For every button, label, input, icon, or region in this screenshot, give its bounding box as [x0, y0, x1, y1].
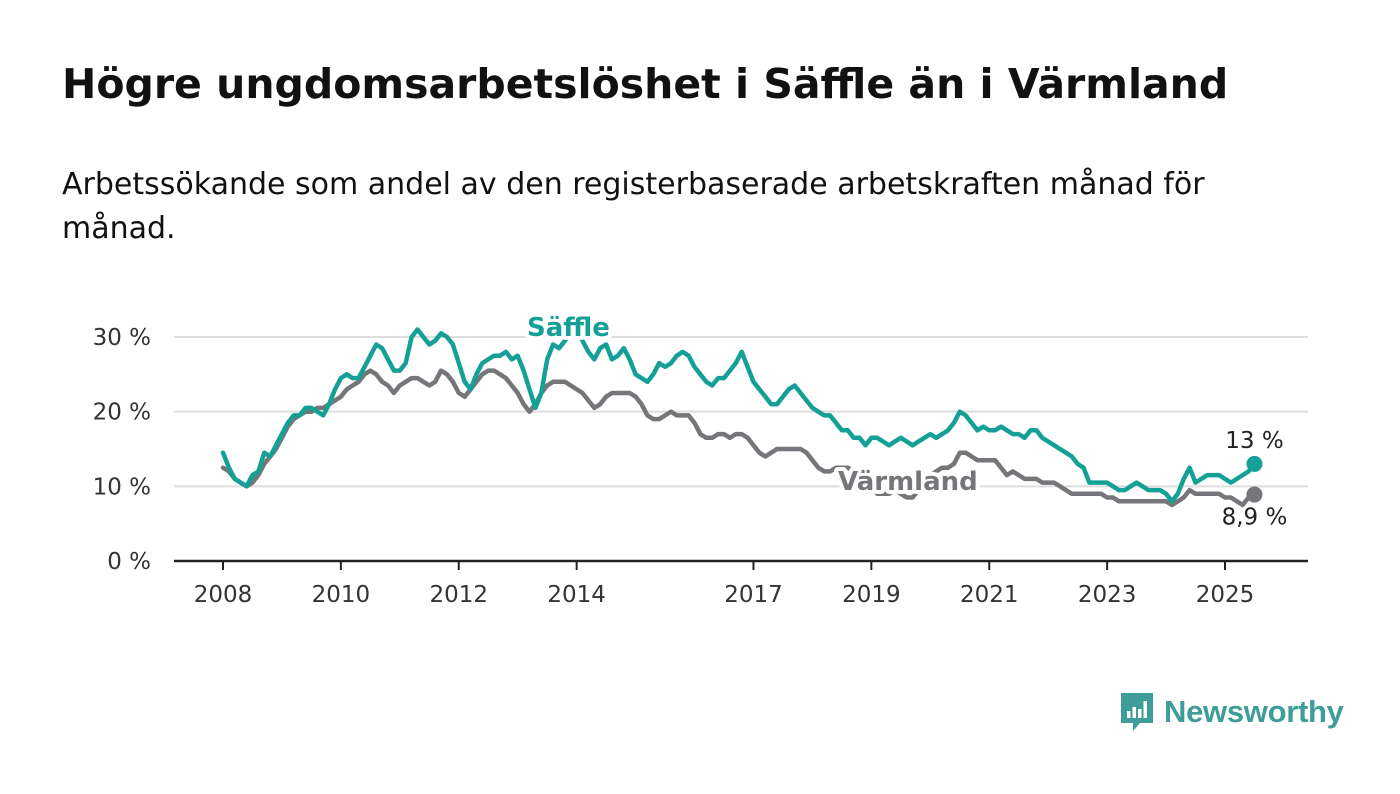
x-tick-label: 2021	[960, 582, 1019, 608]
y-tick-label: 10 %	[93, 474, 151, 500]
y-axis-labels: 0 % 10 % 20 % 30 %	[93, 325, 151, 575]
chart-title: Högre ungdomsarbetslöshet i Säffle än i …	[62, 60, 1229, 108]
x-axis-labels: 2008 2010 2012 2014 2017 2019 2021 2023 2025	[194, 561, 1255, 608]
y-tick-label: 0 %	[107, 549, 151, 575]
x-tick-label: 2010	[312, 582, 371, 608]
chart-subtitle: Arbetssökande som andel av den registerb…	[62, 167, 1205, 246]
x-tick-label: 2014	[547, 582, 606, 608]
series-endpoint-varmland	[1246, 486, 1263, 503]
series-endpoint-saffle	[1246, 455, 1263, 472]
y-tick-label: 30 %	[93, 325, 151, 351]
end-label-varmland: 8,9 %	[1222, 505, 1288, 531]
newsworthy-logo-icon	[1121, 693, 1153, 731]
series-line-varmland	[220, 368, 1257, 508]
x-tick-label: 2008	[194, 582, 253, 608]
x-tick-label: 2017	[724, 582, 783, 608]
grid-layer	[174, 336, 1308, 563]
series-layer	[220, 327, 1263, 508]
series-label-saffle-halo: Säffle	[527, 313, 610, 343]
x-tick-label: 2025	[1196, 582, 1255, 608]
series-label-saffle: Säffle	[527, 313, 610, 343]
series-label-varmland-halo: Värmland	[838, 467, 978, 497]
series-line-saffle	[220, 327, 1257, 504]
x-tick-label: 2019	[842, 582, 901, 608]
series-label-varmland: Värmland	[838, 467, 978, 497]
x-tick-label: 2023	[1078, 582, 1137, 608]
x-tick-label: 2012	[429, 582, 488, 608]
newsworthy-logo-text: Newsworthy	[1164, 694, 1344, 729]
y-tick-label: 20 %	[93, 400, 151, 426]
end-label-saffle: 13 %	[1225, 428, 1283, 454]
newsworthy-logo[interactable]: Newsworthy	[1118, 690, 1344, 734]
